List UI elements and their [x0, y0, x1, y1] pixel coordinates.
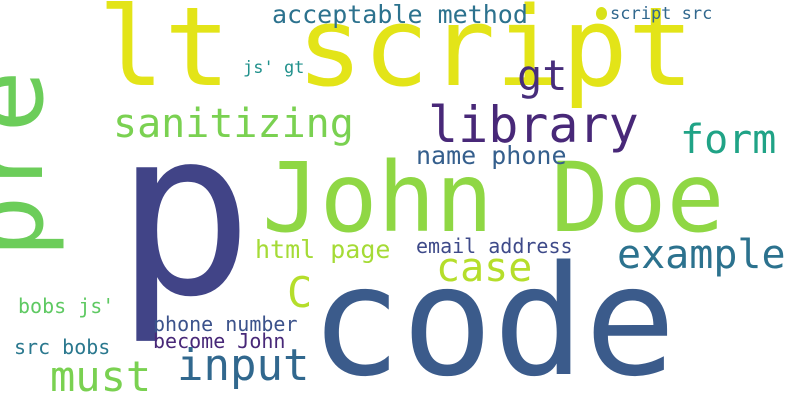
word-john-doe: John Doe: [262, 142, 725, 254]
word-become-john: become John: [153, 329, 286, 353]
word-email-address: email address: [416, 234, 573, 258]
word-case: case: [436, 245, 533, 291]
word-must: must: [50, 352, 152, 400]
word-sanitizing: sanitizing: [113, 101, 354, 147]
word-html-page: html page: [255, 235, 391, 264]
word-js-gt: js' gt: [243, 58, 305, 78]
word-c: C: [287, 268, 313, 317]
word-src-bobs: src bobs: [14, 335, 111, 359]
word-input: input: [177, 340, 310, 391]
word-acceptable-method: acceptable method: [272, 0, 528, 29]
word-lt-script: lt script: [98, 0, 695, 111]
dot-mark: [596, 7, 607, 20]
word-script-src: script src: [610, 4, 713, 24]
word-gt: gt: [517, 51, 568, 100]
word-phone-number: phone number: [153, 312, 298, 336]
word-p: p: [115, 81, 254, 348]
word-pre: pre: [0, 70, 67, 258]
word-form: form: [680, 117, 777, 163]
word-example: example: [617, 232, 786, 278]
word-library: library: [428, 96, 639, 154]
word-bobs-js: bobs js': [18, 294, 115, 318]
word-name-phone: name phone: [416, 141, 567, 170]
word-code: code: [310, 233, 677, 400]
